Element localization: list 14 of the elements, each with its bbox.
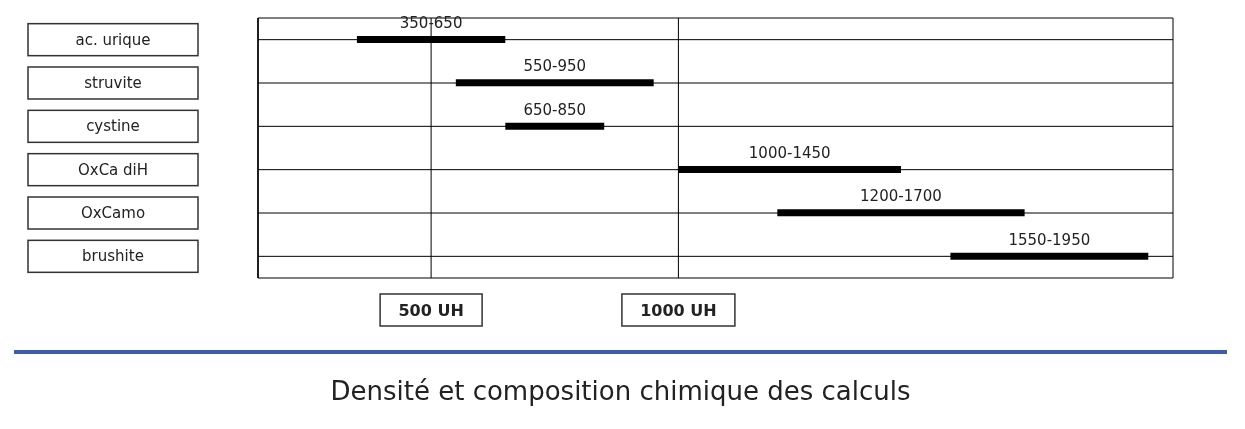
x-tick-label: 1000 UH [640, 301, 717, 320]
text: Densité et composition chimique des calculs [329, 376, 912, 406]
data-label: 1550-1950 [1008, 230, 1091, 249]
y-tick-label: cystine [86, 117, 140, 136]
data-label: 650-850 [523, 100, 587, 119]
y-tick-label: OxCa diH [77, 160, 149, 179]
data-label: 1200-1700 [860, 187, 942, 206]
data-label: 1000-1450 [748, 144, 831, 162]
y-tick-label: ac. urique [75, 30, 151, 49]
data-label: 550-950 [523, 57, 587, 76]
y-tick-label: struvite [84, 74, 142, 92]
x-tick-label: 500 UH [398, 301, 464, 320]
y-tick-label: OxCamo [80, 204, 146, 222]
y-tick-label: brushite [82, 247, 144, 266]
